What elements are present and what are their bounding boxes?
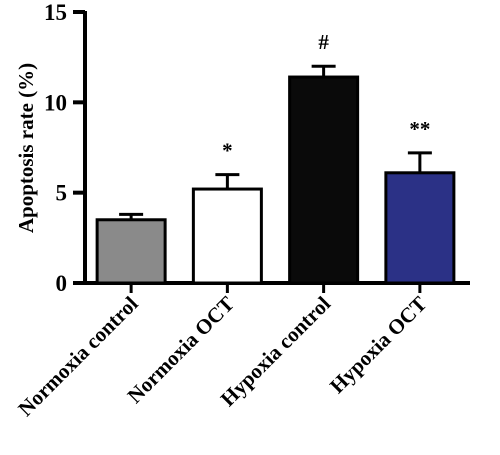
y-tick-label: 15 — [44, 0, 67, 25]
y-axis-label: Apoptosis rate (%) — [14, 63, 38, 233]
x-category-label: Normoxia control — [13, 291, 142, 420]
y-tick-label: 5 — [56, 181, 68, 206]
significance-marker: # — [318, 30, 329, 54]
y-tick-labels-group: 0 5 10 15 — [44, 0, 67, 296]
bar — [191, 187, 263, 285]
y-tick-label: 10 — [44, 90, 67, 115]
bar — [288, 75, 360, 285]
error-bars-group — [119, 64, 432, 220]
significance-marker: ** — [409, 117, 430, 141]
annotations-group: * # ** — [222, 30, 430, 162]
x-category-label: Hypoxia OCT — [325, 292, 431, 398]
bars-group — [95, 75, 456, 285]
significance-marker: * — [222, 139, 233, 163]
bar — [95, 218, 167, 285]
y-tick-label: 0 — [56, 271, 68, 296]
bar — [384, 171, 456, 285]
